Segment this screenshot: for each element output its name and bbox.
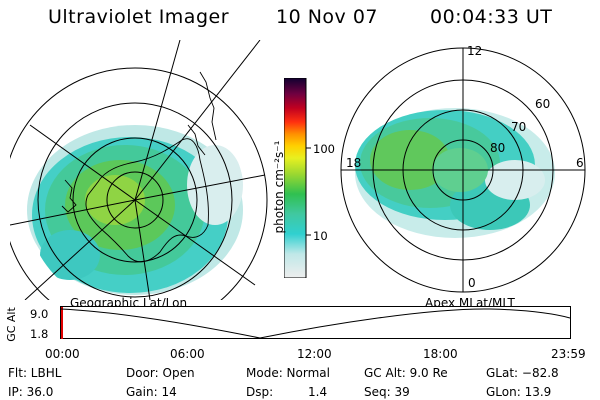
mode-info: Mode: Normal <box>246 366 330 380</box>
altitude-ylabel: GC Alt <box>4 307 18 342</box>
mlat-label-60: 60 <box>535 97 551 111</box>
x-tick-1800: 18:00 <box>423 347 458 361</box>
ip-info: IP: 36.0 <box>8 385 54 399</box>
aurora-emission <box>27 125 243 295</box>
altitude-ymin: 1.8 <box>30 327 49 341</box>
colorbar-label: photon cm⁻²s⁻¹ <box>272 140 286 234</box>
colorbar <box>284 78 311 278</box>
gc-alt-info: GC Alt: 9.0 Re <box>364 366 448 380</box>
filter-info: Flt: LBHL <box>8 366 62 380</box>
mlat-label-70: 70 <box>511 120 527 134</box>
dsp-label: Dsp: <box>246 385 274 399</box>
altitude-plot <box>60 306 571 339</box>
x-tick-2359: 23:59 <box>551 347 586 361</box>
altitude-ymax: 9.0 <box>30 307 49 321</box>
time-label: 00:04:33 UT <box>430 6 553 28</box>
geographic-map <box>10 40 268 300</box>
colorbar-tick-100: 100 <box>313 142 335 156</box>
colorbar-tick-10: 10 <box>313 229 328 243</box>
app-title: Ultraviolet Imager <box>48 6 230 28</box>
x-tick-1200: 12:00 <box>297 347 332 361</box>
mlat-label-80: 80 <box>490 141 506 155</box>
glat-info: GLat: −82.8 <box>486 366 559 380</box>
gain-info: Gain: 14 <box>126 385 177 399</box>
mlt-label-0: 0 <box>468 276 476 290</box>
x-tick-0600: 06:00 <box>170 347 205 361</box>
door-info: Door: Open <box>126 366 195 380</box>
mlt-label-12: 12 <box>467 44 483 58</box>
glon-info: GLon: 13.9 <box>486 385 552 399</box>
x-tick-0000: 00:00 <box>45 347 80 361</box>
seq-info: Seq: 39 <box>364 385 410 399</box>
dsp-value: 1.4 <box>308 385 328 399</box>
date-label: 10 Nov 07 <box>276 6 379 28</box>
mlt-label-6: 6 <box>576 156 584 170</box>
magnetic-map <box>340 47 586 293</box>
mlt-label-18: 18 <box>346 156 362 170</box>
